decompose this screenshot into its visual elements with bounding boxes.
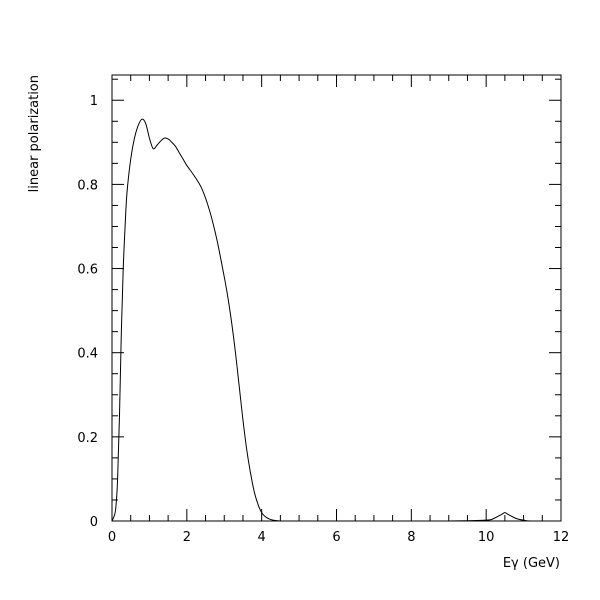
x-tick-label: 0 (108, 530, 116, 545)
y-tick-label: 1 (90, 94, 98, 109)
y-tick-label: 0.8 (77, 178, 98, 193)
x-axis-label: Eγ (GeV) (503, 556, 560, 571)
series-line (111, 118, 562, 522)
x-tick-label: 6 (332, 530, 340, 545)
x-tick-label: 12 (553, 530, 570, 545)
y-tick-label: 0.4 (77, 347, 98, 362)
y-axis-label: linear polarization (27, 75, 42, 192)
tick-labels: 0 2 4 6 8 10 12 0 0.2 0.4 0.6 0.8 1 (77, 94, 569, 545)
y-tick-label: 0.6 (77, 263, 98, 278)
tick-marks (111, 75, 562, 522)
y-tick-label: 0.2 (77, 431, 98, 446)
x-tick-label: 2 (183, 530, 191, 545)
x-tick-label: 8 (407, 530, 415, 545)
x-tick-label: 10 (478, 530, 495, 545)
y-tick-label: 0 (90, 515, 98, 530)
x-tick-label: 4 (258, 530, 266, 545)
